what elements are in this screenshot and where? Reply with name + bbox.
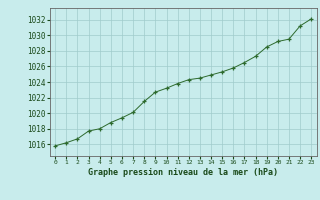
X-axis label: Graphe pression niveau de la mer (hPa): Graphe pression niveau de la mer (hPa) <box>88 168 278 177</box>
